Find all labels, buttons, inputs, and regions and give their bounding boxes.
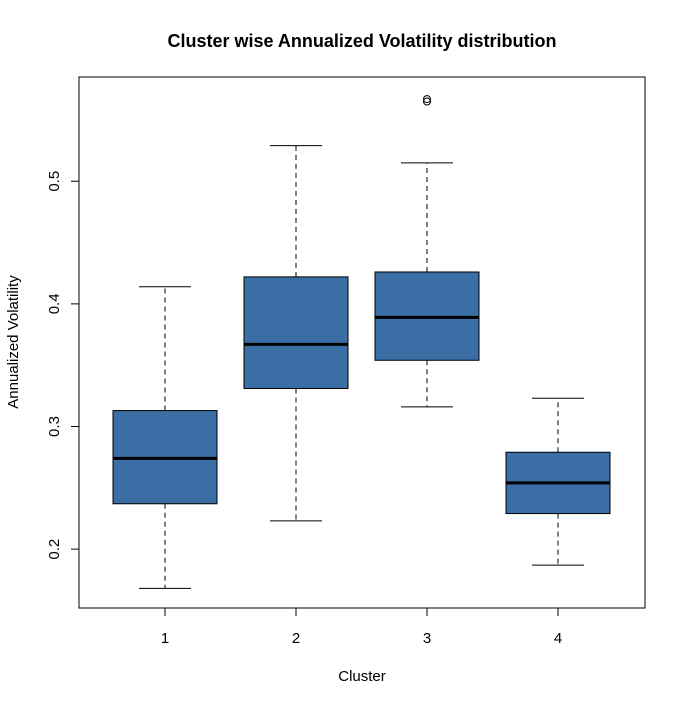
y-tick-label: 0.5 xyxy=(46,171,63,192)
box-cluster-1 xyxy=(112,286,218,589)
box-cluster-4 xyxy=(505,397,611,566)
chart-title: Cluster wise Annualized Volatility distr… xyxy=(167,31,556,51)
x-axis: 1 2 3 4 xyxy=(161,608,562,647)
y-axis: 0.2 0.3 0.4 0.5 xyxy=(46,171,80,560)
x-axis-label: Cluster xyxy=(338,668,386,685)
x-tick-label: 4 xyxy=(554,630,562,647)
box-cluster-3 xyxy=(374,95,480,408)
y-axis-label: Annualized Volatility xyxy=(5,275,22,409)
y-tick-label: 0.4 xyxy=(46,293,63,314)
boxes-layer xyxy=(112,95,611,589)
box-cluster-2 xyxy=(243,145,349,522)
x-tick-label: 3 xyxy=(423,630,431,647)
y-tick-label: 0.2 xyxy=(46,539,63,560)
outlier-point xyxy=(423,95,431,104)
x-tick-label: 1 xyxy=(161,630,169,647)
plot-frame xyxy=(78,76,646,609)
y-tick-label: 0.3 xyxy=(46,416,63,437)
outlier-point xyxy=(423,97,431,106)
interquartile-box xyxy=(243,276,349,389)
x-tick-label: 2 xyxy=(292,630,300,647)
